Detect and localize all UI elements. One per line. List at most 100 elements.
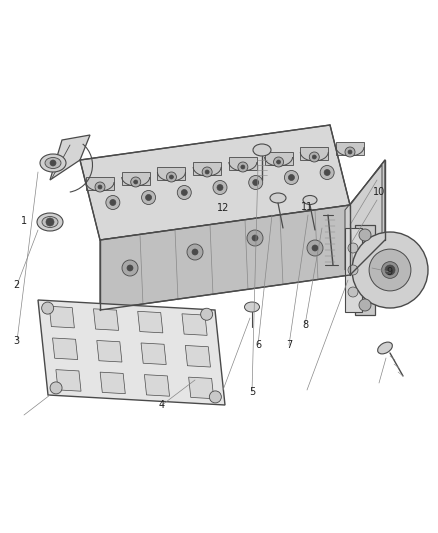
Circle shape <box>131 177 141 187</box>
Text: 12: 12 <box>217 203 230 213</box>
Circle shape <box>307 240 323 256</box>
Polygon shape <box>141 343 166 365</box>
Circle shape <box>359 299 371 311</box>
Text: 2: 2 <box>14 280 20 290</box>
Ellipse shape <box>270 193 286 203</box>
Circle shape <box>312 245 318 251</box>
Circle shape <box>187 244 203 260</box>
Circle shape <box>348 243 358 253</box>
Circle shape <box>145 195 152 200</box>
Polygon shape <box>350 160 385 275</box>
Circle shape <box>181 190 187 196</box>
Circle shape <box>348 265 358 275</box>
Polygon shape <box>345 228 362 312</box>
Circle shape <box>205 170 209 174</box>
Ellipse shape <box>40 154 66 172</box>
Polygon shape <box>38 300 225 405</box>
Text: 7: 7 <box>286 341 292 350</box>
Circle shape <box>42 302 53 314</box>
Circle shape <box>46 218 54 226</box>
Ellipse shape <box>244 302 259 312</box>
Circle shape <box>385 265 395 275</box>
Circle shape <box>50 160 56 166</box>
Text: 3: 3 <box>14 336 20 346</box>
Polygon shape <box>56 369 81 391</box>
Circle shape <box>192 249 198 255</box>
Ellipse shape <box>45 157 61 168</box>
Ellipse shape <box>378 342 392 354</box>
Polygon shape <box>193 162 221 175</box>
Circle shape <box>122 260 138 276</box>
Circle shape <box>309 152 319 162</box>
Circle shape <box>141 190 155 205</box>
Text: 6: 6 <box>255 341 261 350</box>
Text: 4: 4 <box>159 400 165 410</box>
Polygon shape <box>355 225 375 315</box>
Polygon shape <box>185 345 210 367</box>
Polygon shape <box>182 314 207 335</box>
Polygon shape <box>138 311 163 333</box>
Ellipse shape <box>37 213 63 231</box>
Circle shape <box>247 230 263 246</box>
Circle shape <box>381 262 398 278</box>
Polygon shape <box>122 172 150 185</box>
Circle shape <box>253 180 259 185</box>
Circle shape <box>202 167 212 177</box>
Circle shape <box>274 157 283 167</box>
Circle shape <box>217 184 223 190</box>
Polygon shape <box>145 375 170 396</box>
Circle shape <box>249 175 263 190</box>
Circle shape <box>106 196 120 209</box>
Ellipse shape <box>303 196 317 205</box>
Text: 11: 11 <box>300 202 313 212</box>
Polygon shape <box>50 135 90 180</box>
Circle shape <box>345 147 355 157</box>
Circle shape <box>352 232 428 308</box>
Polygon shape <box>93 309 119 330</box>
Polygon shape <box>345 165 382 270</box>
Circle shape <box>252 235 258 241</box>
Circle shape <box>166 172 177 182</box>
Text: 9: 9 <box>387 267 393 277</box>
Polygon shape <box>265 152 293 165</box>
Circle shape <box>95 182 105 192</box>
Circle shape <box>369 249 411 291</box>
Polygon shape <box>189 377 214 399</box>
Circle shape <box>213 181 227 195</box>
Circle shape <box>127 265 133 271</box>
Circle shape <box>209 391 221 403</box>
Circle shape <box>320 166 334 180</box>
Circle shape <box>98 185 102 189</box>
Circle shape <box>312 155 316 159</box>
Circle shape <box>348 287 358 297</box>
Text: 1: 1 <box>21 216 27 226</box>
Circle shape <box>276 160 281 164</box>
Text: 8: 8 <box>303 320 309 330</box>
Text: 10: 10 <box>373 187 385 197</box>
Polygon shape <box>100 372 125 394</box>
Ellipse shape <box>42 216 58 228</box>
Polygon shape <box>157 167 185 180</box>
Circle shape <box>50 382 62 394</box>
Circle shape <box>241 165 245 169</box>
Circle shape <box>170 175 173 179</box>
Polygon shape <box>100 205 350 310</box>
Circle shape <box>359 229 371 241</box>
Polygon shape <box>336 142 364 155</box>
Circle shape <box>348 150 352 154</box>
Polygon shape <box>229 157 257 170</box>
Polygon shape <box>300 147 328 160</box>
Circle shape <box>289 174 294 181</box>
Circle shape <box>134 180 138 184</box>
Circle shape <box>238 162 248 172</box>
Ellipse shape <box>253 144 271 156</box>
Polygon shape <box>49 306 74 328</box>
Text: 5: 5 <box>249 387 255 397</box>
Circle shape <box>110 199 116 206</box>
Circle shape <box>177 185 191 199</box>
Circle shape <box>284 171 298 184</box>
Polygon shape <box>53 338 78 360</box>
Polygon shape <box>86 177 114 190</box>
Polygon shape <box>80 125 350 240</box>
Circle shape <box>201 308 213 320</box>
